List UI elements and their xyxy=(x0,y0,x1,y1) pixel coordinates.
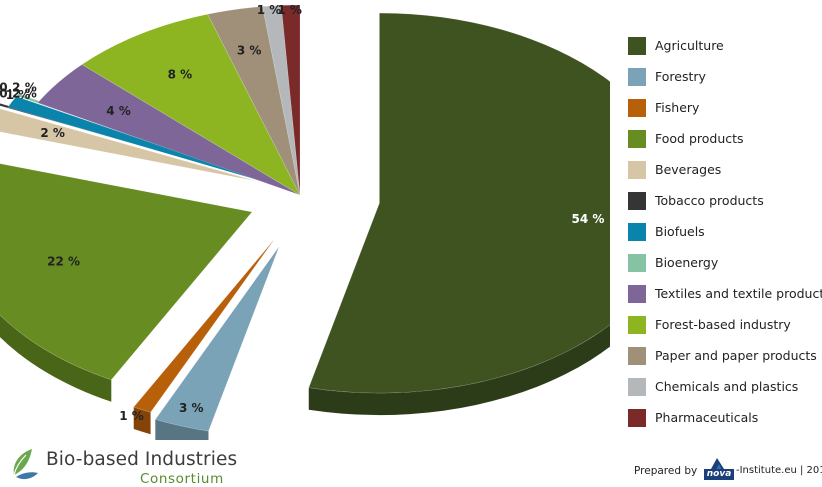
nova-logo-text: nova xyxy=(704,469,734,480)
legend-item: Tobacco products xyxy=(628,185,822,216)
leaf-icon xyxy=(13,449,38,480)
slice-value-label: 1 % xyxy=(6,88,31,102)
pie-slice xyxy=(262,5,301,196)
legend-item: Biofuels xyxy=(628,216,822,247)
slice-value-label: 1 % xyxy=(119,409,144,423)
legend-label: Tobacco products xyxy=(655,193,764,208)
slice-value-label: 54 % xyxy=(571,212,604,226)
legend-item: Paper and paper products xyxy=(628,340,822,371)
legend-item: Chemicals and plastics xyxy=(628,371,822,402)
legend-swatch xyxy=(628,129,646,148)
legend-swatch xyxy=(628,160,646,179)
legend-swatch xyxy=(628,408,646,427)
legend-swatch xyxy=(628,67,646,86)
legend-swatch xyxy=(628,253,646,272)
slice-value-label: 3 % xyxy=(237,43,262,57)
legend-label: Beverages xyxy=(655,162,722,177)
pie-chart-svg: 54 %3 %1 %22 %2 %0.2 %1 %0.2 %4 %8 %3 %1… xyxy=(0,3,610,440)
legend-item: Forestry xyxy=(628,61,822,92)
pie-slice-side xyxy=(155,419,209,440)
legend: Agriculture Forestry Fishery Food products B… xyxy=(628,30,822,433)
slice-value-label: 1 % xyxy=(277,3,302,17)
legend-label: Chemicals and plastics xyxy=(655,379,799,394)
legend-item: Fishery xyxy=(628,92,822,123)
slice-value-label: 4 % xyxy=(106,104,131,118)
pie-slice-side xyxy=(0,315,112,402)
legend-label: Bioenergy xyxy=(655,255,719,270)
pie-slice xyxy=(133,239,275,413)
pie-slice-side xyxy=(133,407,151,435)
pie-slice xyxy=(154,246,280,432)
pie-chart: 54 % 3 % 1 % 22 % 2 % 0.2 % 1 % 0.2 % 4 % 8 % 3 % 1… xyxy=(0,3,610,440)
legend-swatch xyxy=(628,98,646,117)
legend-item: Beverages xyxy=(628,154,822,185)
prepared-by-text: Prepared by xyxy=(634,465,698,477)
logo-subtitle: Consortium xyxy=(140,471,224,487)
legend-swatch xyxy=(628,191,646,210)
legend-item: Bioenergy xyxy=(628,247,822,278)
slice-value-label: 22 % xyxy=(47,255,80,269)
legend-label: Forest-based industry xyxy=(655,317,791,332)
slice-value-label: 3 % xyxy=(179,401,204,415)
slice-value-label: 1 % xyxy=(257,3,282,17)
logo-title: Bio-based Industries xyxy=(46,449,238,470)
slice-value-label: 0.2 % xyxy=(0,86,37,100)
legend-swatch xyxy=(628,377,646,396)
pie-slice xyxy=(0,108,256,182)
legend-label: Forestry xyxy=(655,69,706,84)
pie-slice xyxy=(0,163,253,381)
pie-slice xyxy=(81,13,301,196)
legend-item: Food products xyxy=(628,123,822,154)
legend-swatch xyxy=(628,284,646,303)
legend-swatch xyxy=(628,346,646,365)
slice-value-label: 0.2 % xyxy=(0,81,37,95)
slice-value-label: 8 % xyxy=(168,68,193,82)
credit: Prepared by nova -Institute.eu | 2015 xyxy=(634,456,822,484)
legend-swatch xyxy=(628,315,646,334)
slice-value-label: 2 % xyxy=(40,126,65,140)
legend-item: Pharmaceuticals xyxy=(628,402,822,433)
credit-text: -Institute.eu | 2015 xyxy=(736,465,822,476)
bic-logo: Bio-based Industries Consortium xyxy=(8,443,248,487)
legend-label: Agriculture xyxy=(655,38,724,53)
pie-slice-side xyxy=(308,324,610,416)
legend-label: Biofuels xyxy=(655,224,705,239)
pie-slice xyxy=(37,64,301,196)
legend-swatch xyxy=(628,36,646,55)
legend-item: Agriculture xyxy=(628,30,822,61)
legend-label: Textiles and textile products xyxy=(655,286,822,301)
pie-slice xyxy=(308,12,610,394)
legend-swatch xyxy=(628,222,646,241)
legend-item: Textiles and textile products xyxy=(628,278,822,309)
legend-item: Forest-based industry xyxy=(628,309,822,340)
legend-label: Paper and paper products xyxy=(655,348,817,363)
legend-label: Food products xyxy=(655,131,744,146)
legend-label: Fishery xyxy=(655,100,700,115)
legend-label: Pharmaceuticals xyxy=(655,410,759,425)
pie-slice xyxy=(280,4,301,196)
pie-slice xyxy=(207,6,301,196)
